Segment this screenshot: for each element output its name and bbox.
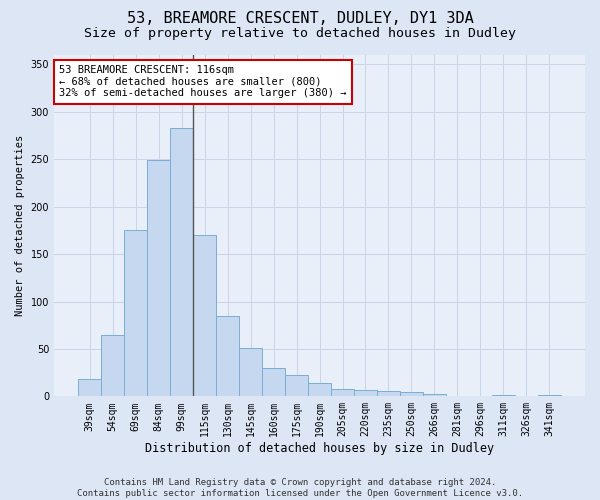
Bar [239, 348, 262, 397]
Bar [331, 388, 354, 396]
Bar [308, 383, 331, 396]
X-axis label: Distribution of detached houses by size in Dudley: Distribution of detached houses by size … [145, 442, 494, 455]
Bar [170, 128, 193, 396]
Bar [262, 368, 285, 396]
Bar [78, 380, 101, 396]
Bar [101, 334, 124, 396]
Bar [216, 316, 239, 396]
Y-axis label: Number of detached properties: Number of detached properties [15, 135, 25, 316]
Bar [377, 390, 400, 396]
Text: Size of property relative to detached houses in Dudley: Size of property relative to detached ho… [84, 28, 516, 40]
Text: Contains HM Land Registry data © Crown copyright and database right 2024.
Contai: Contains HM Land Registry data © Crown c… [77, 478, 523, 498]
Bar [147, 160, 170, 396]
Bar [124, 230, 147, 396]
Text: 53 BREAMORE CRESCENT: 116sqm
← 68% of detached houses are smaller (800)
32% of s: 53 BREAMORE CRESCENT: 116sqm ← 68% of de… [59, 65, 347, 98]
Bar [423, 394, 446, 396]
Bar [193, 235, 216, 396]
Bar [354, 390, 377, 396]
Text: 53, BREAMORE CRESCENT, DUDLEY, DY1 3DA: 53, BREAMORE CRESCENT, DUDLEY, DY1 3DA [127, 11, 473, 26]
Bar [285, 376, 308, 396]
Bar [400, 392, 423, 396]
